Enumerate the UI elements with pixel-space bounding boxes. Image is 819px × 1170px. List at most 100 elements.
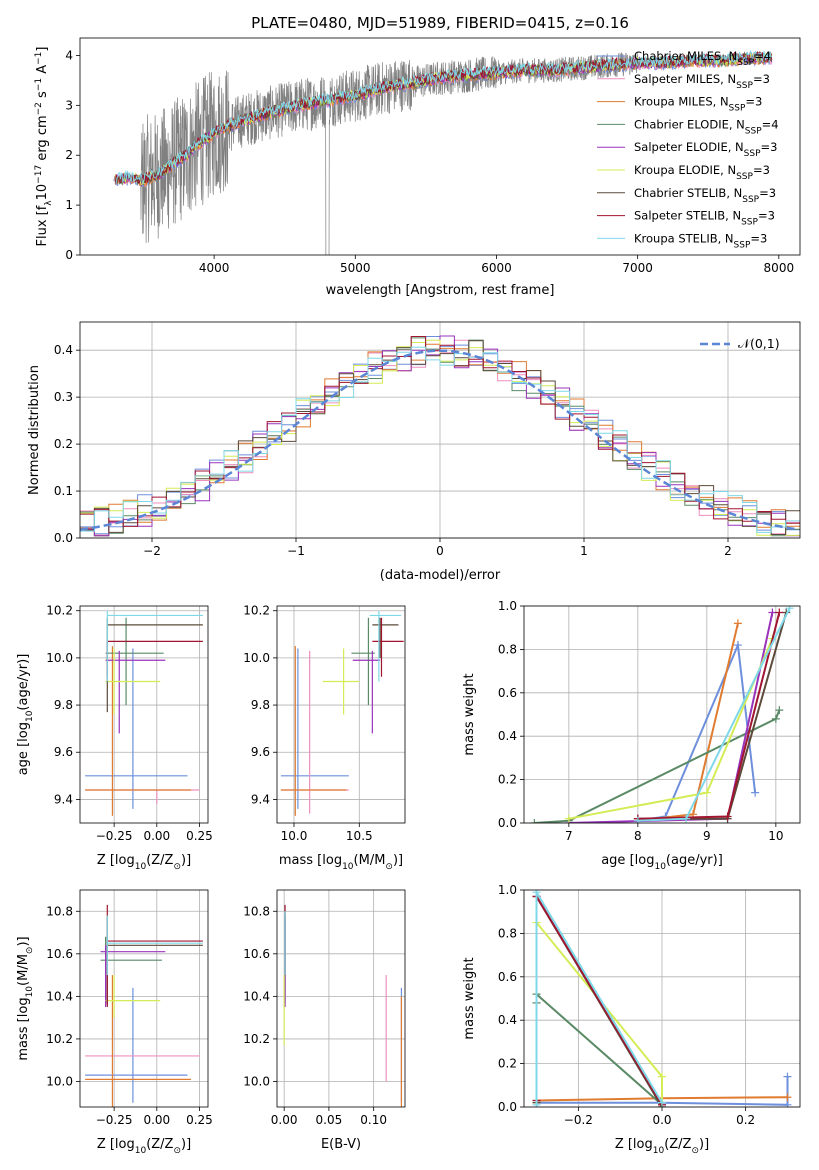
x-tick-label: −0.2 bbox=[564, 1113, 593, 1127]
y-tick-label: 0.2 bbox=[498, 773, 517, 787]
y-tick-label: 10.2 bbox=[46, 604, 73, 618]
mass-vs-Z-xlabel-part: )] bbox=[181, 1137, 191, 1152]
legend-label-chabrier-elodie: Chabrier ELODIE, NSSP=4 bbox=[634, 117, 779, 136]
legend-label-salpeter-miles-part: Salpeter MILES, N bbox=[634, 72, 736, 86]
mass-weight-vs-age-xlabel-part: (age/yr)] bbox=[666, 853, 723, 868]
mass-weight-vs-Z-xlabel-part: ⊙ bbox=[691, 1146, 699, 1156]
y-tick-label: 10.0 bbox=[46, 1074, 73, 1088]
age-vs-mass-xlabel: mass [log10(M/M⊙)] bbox=[279, 853, 403, 872]
y-tick-label: 1.0 bbox=[498, 883, 517, 897]
mass-vs-Z-ylabel-part: ⊙ bbox=[25, 947, 35, 955]
y-tick-label: 0.4 bbox=[54, 343, 73, 357]
legend-label-chabrier-elodie-part: SSP bbox=[745, 126, 762, 136]
spectrum-ylabel-part: 10 bbox=[35, 184, 50, 201]
legend-label-salpeter-stelib: Salpeter STELIB, NSSP=3 bbox=[634, 209, 775, 228]
legend-label-salpeter-stelib-part: =3 bbox=[758, 209, 775, 223]
series-marker-kroupa-elodie bbox=[564, 814, 573, 823]
series-line-chabrier-stelib bbox=[637, 612, 788, 820]
residuals-ylabel: Normed distribution bbox=[27, 365, 42, 495]
series-marker-kroupa-elodie bbox=[658, 1072, 666, 1081]
legend-label-salpeter-elodie-part: Salpeter ELODIE, N bbox=[634, 140, 744, 154]
y-tick-label: 10.2 bbox=[243, 604, 270, 618]
series-marker-chabrier-miles bbox=[783, 1072, 792, 1081]
legend-label-kroupa-miles-part: SSP bbox=[729, 104, 746, 114]
y-tick-label: 9.6 bbox=[251, 745, 270, 759]
spectrum-ylabel-part: Flux [f bbox=[35, 205, 50, 246]
plot-area bbox=[283, 904, 403, 1107]
x-tick-label: −0.25 bbox=[96, 829, 133, 843]
age-vs-Z-panel: −0.25 0.00 0.259.49.69.810.010.2Z [log10(Z… bbox=[16, 604, 213, 872]
x-tick-label: 10 bbox=[768, 829, 783, 843]
spectrum-xlabel: wavelength [Angstrom, rest frame] bbox=[326, 283, 555, 298]
mass-vs-Z-xlabel-part: Z [log bbox=[97, 1137, 135, 1152]
mass-vs-Z-ylabel-part: mass [log bbox=[16, 997, 31, 1060]
y-tick-label: 1.0 bbox=[498, 599, 517, 613]
age-vs-Z-ylabel-part: (age/yr)] bbox=[16, 654, 31, 711]
spectrum-ylabel: Flux [fλ10−17 erg cm−2 s−1 A−1] bbox=[34, 47, 54, 247]
age-vs-Z-ylabel-part: age [log bbox=[16, 722, 31, 775]
x-tick-label: −1 bbox=[287, 544, 305, 558]
legend-label-chabrier-miles-part: Chabrier MILES, N bbox=[634, 49, 737, 63]
series-marker-chabrier-miles bbox=[751, 788, 760, 797]
residuals-panel: −2 −1 0 1 2 0.0 0.1 0.2 0.3 0.4 𝒩(0,1) (data-model)… bbox=[27, 321, 801, 583]
y-tick-label: 10.0 bbox=[243, 1074, 270, 1088]
mass-vs-EBV-panel: 0.00 0.05 0.10 10.0 10.2 10.4 10.6 10.8 E(B-V) bbox=[243, 889, 406, 1152]
x-tick-label: 0.00 bbox=[143, 829, 170, 843]
age-vs-mass-xlabel-part: mass [log bbox=[279, 853, 342, 868]
gaussian-curve bbox=[80, 349, 798, 532]
legend-label-chabrier-stelib-part: Chabrier STELIB, N bbox=[634, 186, 742, 200]
legend-label-kroupa-miles: Kroupa MILES, NSSP=3 bbox=[634, 95, 762, 114]
legend-label-kroupa-miles-part: =3 bbox=[745, 95, 762, 109]
mass-weight-vs-Z-xlabel-part: Z [log bbox=[615, 1137, 653, 1152]
spectrum-ylabel-part: erg cm bbox=[35, 115, 50, 164]
series-marker-kroupa-miles bbox=[783, 1093, 792, 1102]
x-tick-label: 0.0 bbox=[652, 1113, 671, 1127]
spectrum-model-kroupa-stelib bbox=[115, 49, 773, 184]
age-vs-Z-xlabel: Z [log10(Z/Z⊙)] bbox=[97, 853, 191, 872]
y-tick-label: 10.4 bbox=[243, 989, 270, 1003]
plot-area bbox=[80, 335, 800, 537]
y-tick-label: 2 bbox=[65, 148, 73, 162]
gaussian-legend-label: 𝒩(0,1) bbox=[738, 336, 780, 351]
plot-frame bbox=[276, 605, 406, 824]
mass-vs-Z-ylabel-part: 10 bbox=[25, 986, 35, 998]
legend-label-chabrier-miles: Chabrier MILES, NSSP=4 bbox=[634, 49, 771, 68]
mass-weight-vs-Z-ylabel-part: mass weight bbox=[462, 957, 477, 1039]
x-tick-label: 10.5 bbox=[346, 829, 373, 843]
legend-label-chabrier-stelib: Chabrier STELIB, NSSP=3 bbox=[634, 186, 776, 205]
legend-label-chabrier-stelib-part: =3 bbox=[759, 186, 776, 200]
age-vs-Z-xlabel-part: 10 bbox=[135, 862, 147, 872]
plot-frame bbox=[79, 321, 801, 539]
series-marker-kroupa-stelib bbox=[658, 1098, 666, 1107]
mass-vs-Z-ylabel: mass [log10(M/M⊙)] bbox=[16, 936, 35, 1060]
series-line-kroupa-elodie bbox=[568, 638, 774, 820]
mass-weight-vs-age-xlabel-part: 10 bbox=[654, 862, 666, 872]
plot-frame bbox=[79, 37, 801, 256]
y-tick-label: 9.4 bbox=[54, 792, 73, 806]
mass-vs-Z-ylabel-part: (M/M bbox=[16, 954, 31, 986]
mass-vs-Z-xlabel-part: ⊙ bbox=[173, 1146, 181, 1156]
age-vs-Z-xlabel-part: )] bbox=[181, 853, 191, 868]
mass-weight-vs-age-xlabel: age [log10(age/yr)] bbox=[601, 853, 723, 872]
series-marker-salpeter-elodie bbox=[768, 608, 777, 617]
mass-weight-vs-age-ylabel-part: mass weight bbox=[462, 673, 477, 755]
mass-weight-vs-Z-xlabel-part: )] bbox=[699, 1137, 709, 1152]
legend-label-kroupa-miles-part: Kroupa MILES, N bbox=[634, 95, 729, 109]
legend-label-kroupa-stelib-part: Kroupa STELIB, N bbox=[634, 231, 734, 245]
mass-weight-vs-Z-panel: −0.2 0.0 0.2 0.0 0.2 0.4 0.6 0.8 1.0 Z [log10(Z/Z… bbox=[462, 883, 801, 1156]
x-tick-label: 0.05 bbox=[316, 1113, 343, 1127]
series-marker-kroupa-stelib bbox=[633, 816, 642, 823]
series-line-salpeter-stelib bbox=[535, 892, 663, 1106]
legend-label-salpeter-stelib-part: SSP bbox=[741, 218, 758, 228]
y-tick-label: 9.6 bbox=[54, 745, 73, 759]
series-line-kroupa-stelib bbox=[535, 890, 663, 1105]
legend-label-salpeter-stelib-part: Salpeter STELIB, N bbox=[634, 209, 741, 223]
hist-chabrier-stelib bbox=[80, 340, 800, 535]
plot-frame bbox=[523, 605, 801, 824]
age-vs-Z-ylabel: age [log10(age/yr)] bbox=[16, 654, 35, 776]
mass-vs-EBV-xlabel: E(B-V) bbox=[321, 1137, 361, 1152]
spectrum-ylabel-part: A bbox=[35, 65, 50, 78]
